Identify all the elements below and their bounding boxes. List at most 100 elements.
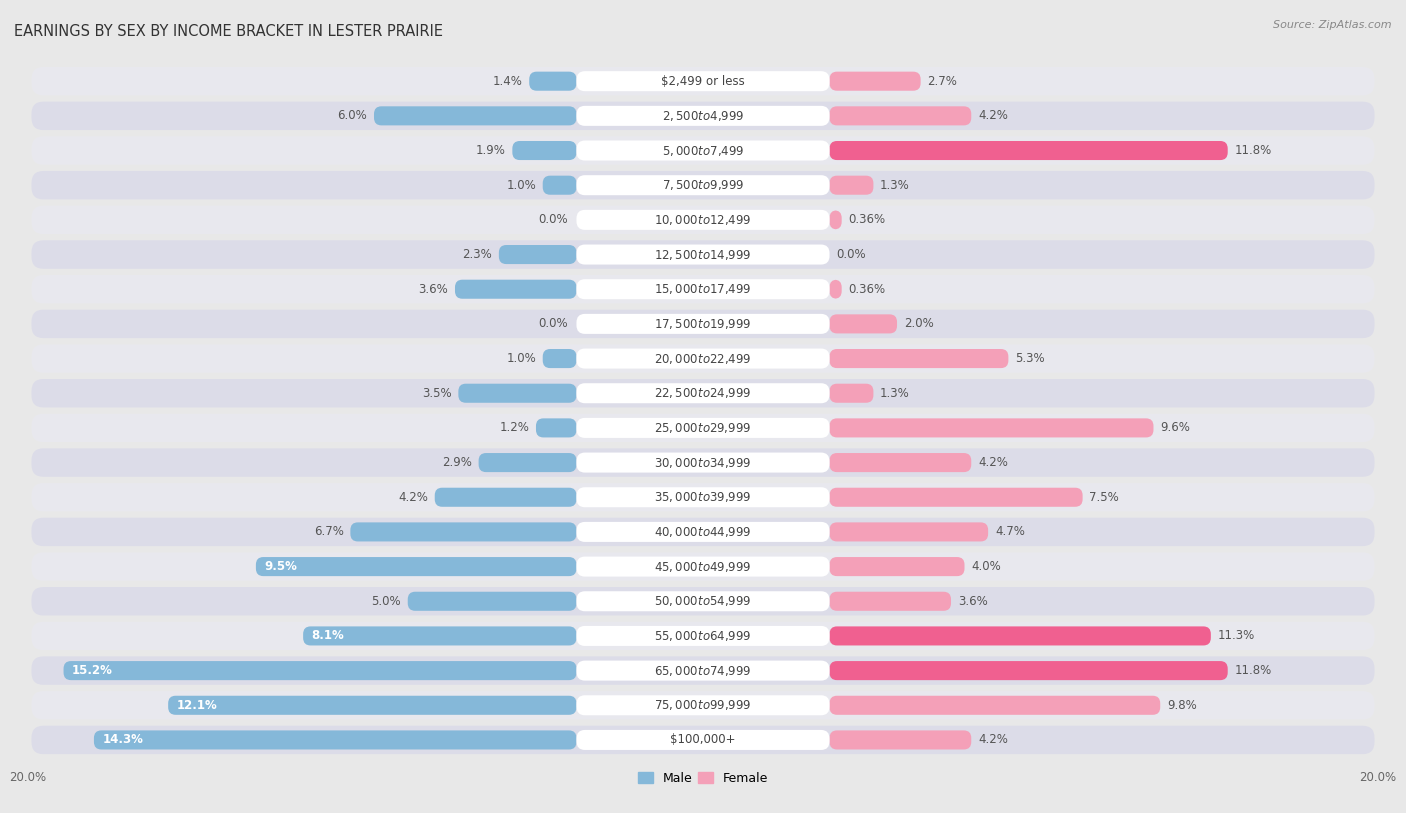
- FancyBboxPatch shape: [31, 622, 1375, 650]
- FancyBboxPatch shape: [434, 488, 576, 506]
- Legend: Male, Female: Male, Female: [633, 767, 773, 789]
- FancyBboxPatch shape: [576, 418, 830, 438]
- Text: 15.2%: 15.2%: [72, 664, 112, 677]
- FancyBboxPatch shape: [830, 349, 1008, 368]
- FancyBboxPatch shape: [576, 487, 830, 507]
- FancyBboxPatch shape: [536, 419, 576, 437]
- FancyBboxPatch shape: [31, 171, 1375, 199]
- Text: 1.2%: 1.2%: [499, 421, 529, 434]
- FancyBboxPatch shape: [31, 102, 1375, 130]
- FancyBboxPatch shape: [576, 279, 830, 299]
- Text: 2.3%: 2.3%: [463, 248, 492, 261]
- Text: 5.3%: 5.3%: [1015, 352, 1045, 365]
- FancyBboxPatch shape: [408, 592, 576, 611]
- Text: $30,000 to $34,999: $30,000 to $34,999: [654, 455, 752, 470]
- Text: $55,000 to $64,999: $55,000 to $64,999: [654, 629, 752, 643]
- FancyBboxPatch shape: [576, 383, 830, 403]
- FancyBboxPatch shape: [499, 245, 576, 264]
- FancyBboxPatch shape: [576, 314, 830, 334]
- FancyBboxPatch shape: [543, 349, 576, 368]
- Text: 1.9%: 1.9%: [475, 144, 506, 157]
- Text: 3.6%: 3.6%: [957, 595, 987, 608]
- Text: $40,000 to $44,999: $40,000 to $44,999: [654, 525, 752, 539]
- FancyBboxPatch shape: [830, 661, 1227, 680]
- FancyBboxPatch shape: [94, 730, 576, 750]
- Text: 4.2%: 4.2%: [398, 491, 427, 504]
- FancyBboxPatch shape: [31, 310, 1375, 338]
- FancyBboxPatch shape: [31, 518, 1375, 546]
- FancyBboxPatch shape: [31, 275, 1375, 303]
- Text: 9.8%: 9.8%: [1167, 699, 1197, 711]
- FancyBboxPatch shape: [830, 592, 950, 611]
- FancyBboxPatch shape: [576, 349, 830, 368]
- Text: 12.1%: 12.1%: [177, 699, 218, 711]
- FancyBboxPatch shape: [529, 72, 576, 91]
- Text: 4.7%: 4.7%: [995, 525, 1025, 538]
- FancyBboxPatch shape: [256, 557, 576, 576]
- FancyBboxPatch shape: [31, 206, 1375, 234]
- Text: $10,000 to $12,499: $10,000 to $12,499: [654, 213, 752, 227]
- FancyBboxPatch shape: [31, 137, 1375, 165]
- Text: 8.1%: 8.1%: [312, 629, 344, 642]
- FancyBboxPatch shape: [350, 523, 576, 541]
- Text: 3.6%: 3.6%: [419, 283, 449, 296]
- FancyBboxPatch shape: [576, 175, 830, 195]
- FancyBboxPatch shape: [374, 107, 576, 125]
- FancyBboxPatch shape: [830, 696, 1160, 715]
- Text: $75,000 to $99,999: $75,000 to $99,999: [654, 698, 752, 712]
- Text: 11.3%: 11.3%: [1218, 629, 1254, 642]
- Text: 4.2%: 4.2%: [979, 110, 1008, 122]
- Text: 0.0%: 0.0%: [538, 317, 568, 330]
- FancyBboxPatch shape: [830, 280, 842, 298]
- Text: 11.8%: 11.8%: [1234, 664, 1271, 677]
- Text: 1.3%: 1.3%: [880, 179, 910, 192]
- FancyBboxPatch shape: [830, 107, 972, 125]
- FancyBboxPatch shape: [456, 280, 576, 298]
- FancyBboxPatch shape: [830, 730, 972, 750]
- FancyBboxPatch shape: [830, 141, 1227, 160]
- Text: 1.0%: 1.0%: [506, 352, 536, 365]
- FancyBboxPatch shape: [576, 661, 830, 680]
- Text: 11.8%: 11.8%: [1234, 144, 1271, 157]
- Text: Source: ZipAtlas.com: Source: ZipAtlas.com: [1274, 20, 1392, 30]
- Text: 0.0%: 0.0%: [538, 213, 568, 226]
- Text: $5,000 to $7,499: $5,000 to $7,499: [662, 144, 744, 158]
- Text: $35,000 to $39,999: $35,000 to $39,999: [654, 490, 752, 504]
- Text: $2,500 to $4,999: $2,500 to $4,999: [662, 109, 744, 123]
- FancyBboxPatch shape: [576, 730, 830, 750]
- Text: 2.9%: 2.9%: [441, 456, 472, 469]
- Text: 2.0%: 2.0%: [904, 317, 934, 330]
- Text: $20,000 to $22,499: $20,000 to $22,499: [654, 351, 752, 366]
- Text: 1.4%: 1.4%: [492, 75, 523, 88]
- Text: 6.0%: 6.0%: [337, 110, 367, 122]
- FancyBboxPatch shape: [576, 522, 830, 542]
- Text: 0.36%: 0.36%: [848, 283, 886, 296]
- FancyBboxPatch shape: [576, 626, 830, 646]
- Text: EARNINGS BY SEX BY INCOME BRACKET IN LESTER PRAIRIE: EARNINGS BY SEX BY INCOME BRACKET IN LES…: [14, 24, 443, 39]
- Text: 9.6%: 9.6%: [1160, 421, 1189, 434]
- FancyBboxPatch shape: [478, 453, 576, 472]
- FancyBboxPatch shape: [31, 379, 1375, 407]
- Text: 3.5%: 3.5%: [422, 387, 451, 400]
- FancyBboxPatch shape: [543, 176, 576, 195]
- Text: $7,500 to $9,999: $7,500 to $9,999: [662, 178, 744, 192]
- Text: $15,000 to $17,499: $15,000 to $17,499: [654, 282, 752, 296]
- Text: 0.0%: 0.0%: [837, 248, 866, 261]
- FancyBboxPatch shape: [576, 245, 830, 264]
- FancyBboxPatch shape: [31, 448, 1375, 476]
- Text: 4.2%: 4.2%: [979, 733, 1008, 746]
- Text: 4.0%: 4.0%: [972, 560, 1001, 573]
- FancyBboxPatch shape: [830, 488, 1083, 506]
- FancyBboxPatch shape: [830, 523, 988, 541]
- Text: 1.0%: 1.0%: [506, 179, 536, 192]
- Text: $45,000 to $49,999: $45,000 to $49,999: [654, 559, 752, 574]
- Text: 0.36%: 0.36%: [848, 213, 886, 226]
- FancyBboxPatch shape: [31, 552, 1375, 580]
- FancyBboxPatch shape: [830, 315, 897, 333]
- Text: 4.2%: 4.2%: [979, 456, 1008, 469]
- FancyBboxPatch shape: [31, 483, 1375, 511]
- FancyBboxPatch shape: [512, 141, 576, 160]
- FancyBboxPatch shape: [576, 106, 830, 126]
- FancyBboxPatch shape: [830, 419, 1153, 437]
- FancyBboxPatch shape: [830, 557, 965, 576]
